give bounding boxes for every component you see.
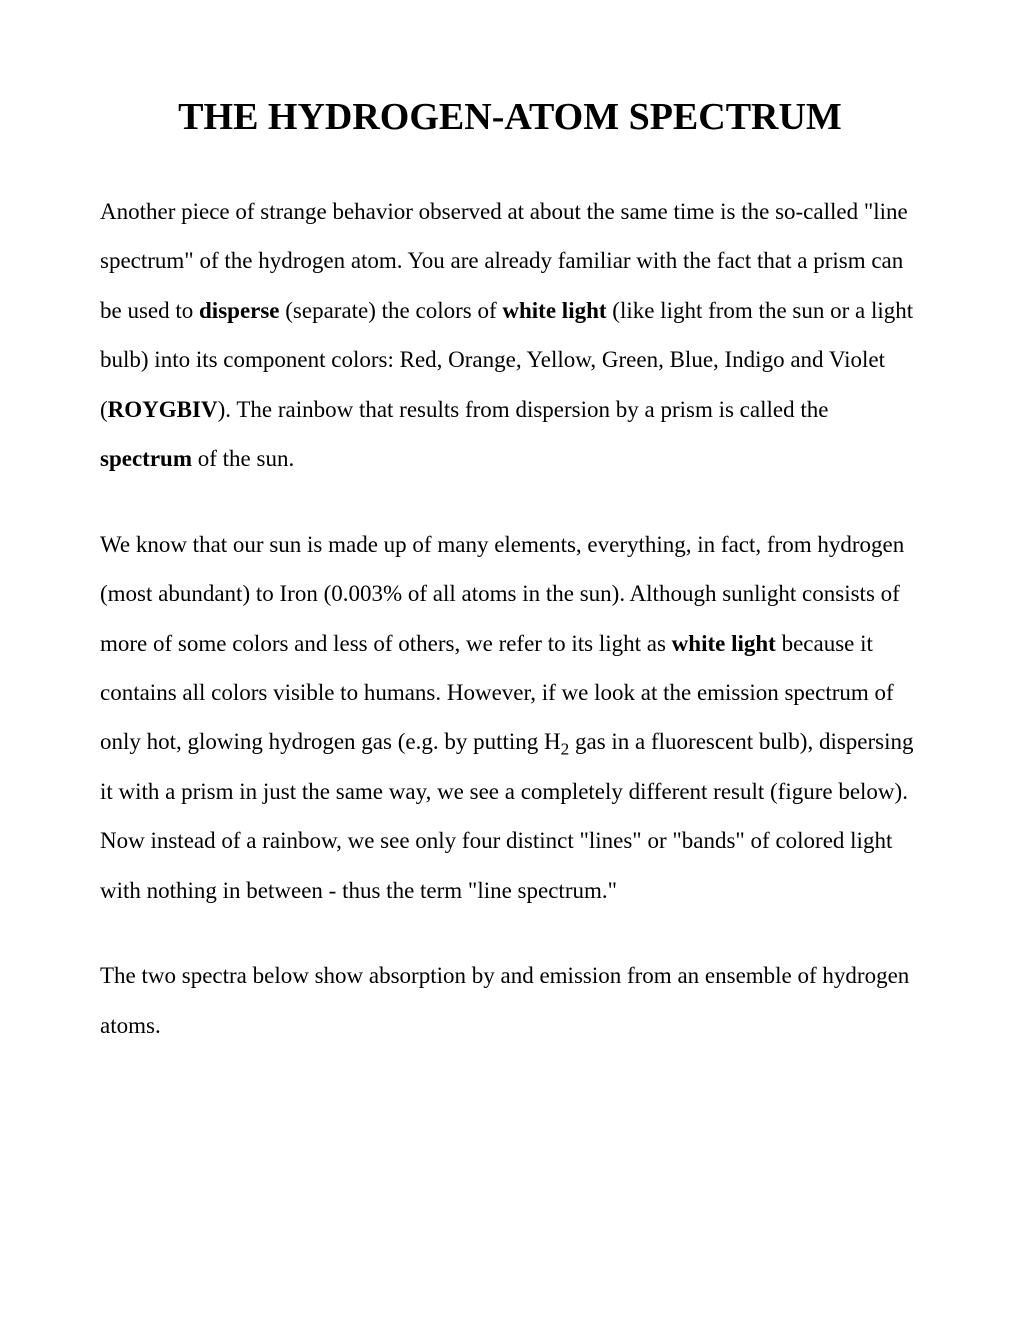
bold-text: ROYGBIV	[108, 397, 218, 422]
paragraph-1: Another piece of strange behavior observ…	[100, 187, 920, 484]
paragraph-3: The two spectra below show absorption by…	[100, 951, 920, 1050]
body-text: (separate) the colors of	[280, 298, 503, 323]
bold-text: spectrum	[100, 446, 192, 471]
bold-text: white light	[672, 631, 776, 656]
paragraph-2: We know that our sun is made up of many …	[100, 520, 920, 916]
body-text: The two spectra below show absorption by…	[100, 963, 909, 1037]
page-title: THE HYDROGEN-ATOM SPECTRUM	[100, 95, 920, 139]
bold-text: disperse	[199, 298, 280, 323]
body-text: ). The rainbow that results from dispers…	[218, 397, 829, 422]
body-text: of the sun.	[192, 446, 294, 471]
bold-text: white light	[502, 298, 606, 323]
subscript-text: 2	[561, 740, 570, 759]
body-text: gas in a fluorescent bulb), dispersing i…	[100, 729, 914, 902]
